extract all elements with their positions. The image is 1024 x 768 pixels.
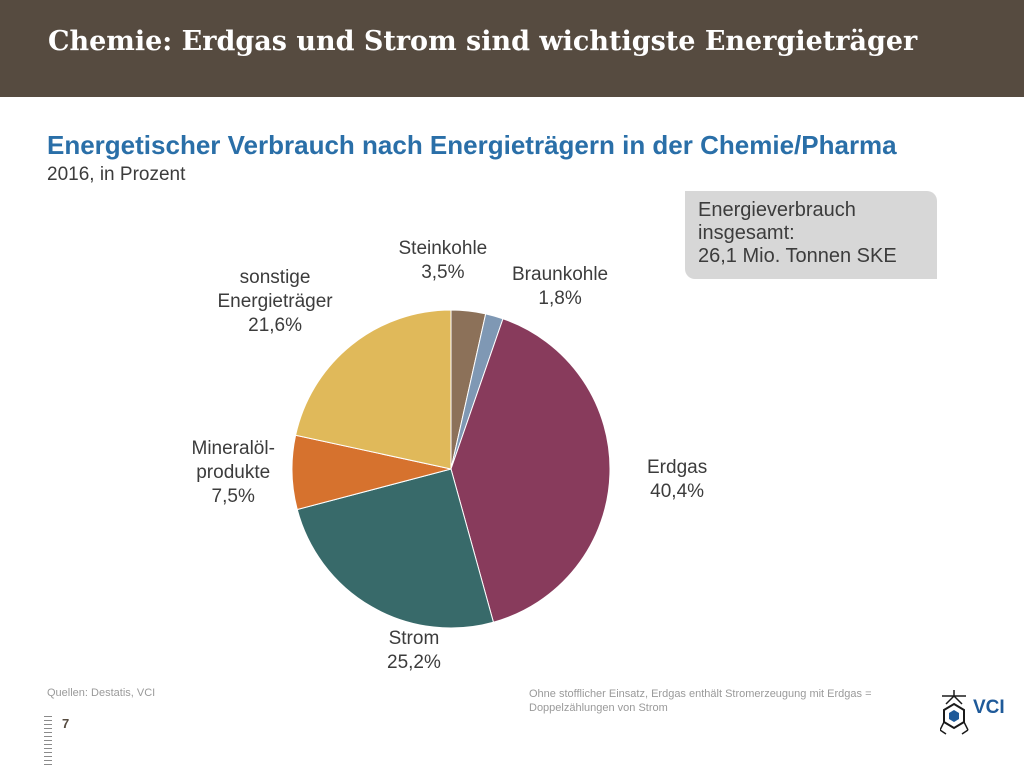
vci-logo-icon [940,690,969,735]
footnote: Ohne stofflicher Einsatz, Erdgas enthält… [529,687,872,715]
slice-label-sonstige-energietr-ger: sonstige Energieträger 21,6% [218,266,333,338]
slice-value-label: 21,6% [248,315,302,336]
header-bar: Chemie: Erdgas und Strom sind wichtigste… [0,0,1024,97]
total-consumption-label: Energieverbrauch [698,199,856,221]
slice-value-label: 40,4% [650,481,705,502]
total-consumption-label-2: insgesamt: [698,222,795,244]
vci-logo: VCI [940,690,1005,735]
slice-name-label: Steinkohle [398,238,488,259]
slice-value-label: 25,2% [387,652,441,673]
slice-name-label: produkte [196,462,271,483]
page-title: Chemie: Erdgas und Strom sind wichtigste… [48,26,918,57]
slice-name-label: Energieträger [217,291,333,312]
slice-name-label: sonstige [239,267,311,288]
slice-label-erdgas: Erdgas 40,4% [647,456,707,504]
slice-value-label: 7,5% [211,486,255,507]
slice-label-strom: Strom 25,2% [387,627,441,675]
pie-slice-erdgas [450,318,611,623]
chart-subtitle: 2016, in Prozent [47,164,186,185]
vci-logo-text: VCI [973,697,1005,718]
slice-label-steinkohle: Steinkohle 3,5% [399,237,488,285]
source-note: Quellen: Destatis, VCI [47,687,156,699]
total-consumption-box: Energieverbrauch insgesamt: 26,1 Mio. To… [685,191,937,279]
slice-value-label: 3,5% [421,262,465,283]
chart-title: Energetischer Verbrauch nach Energieträg… [47,130,897,160]
slice-label-mineral-lprodukte: Mineralöl-produkte 7,5% [192,437,275,509]
footnote-line-1: Ohne stofflicher Einsatz, Erdgas enthält… [529,688,872,700]
page-number: 7 [62,716,70,731]
footnote-line-2: Doppelzählungen von Strom [529,702,668,714]
total-consumption-value: 26,1 Mio. Tonnen SKE [698,245,897,267]
slice-name-label: Mineralöl- [191,438,275,459]
page-marker [44,716,52,768]
slice-label-braunkohle: Braunkohle 1,8% [512,263,608,311]
pie-slice-sonstige-energietr-ger [295,309,452,470]
slice-name-label: Strom [388,628,440,649]
slice-name-label: Erdgas [647,457,708,478]
slice-name-label: Braunkohle [512,264,609,285]
slice-value-label: 1,8% [538,288,582,309]
pie-slice-strom [296,468,495,629]
